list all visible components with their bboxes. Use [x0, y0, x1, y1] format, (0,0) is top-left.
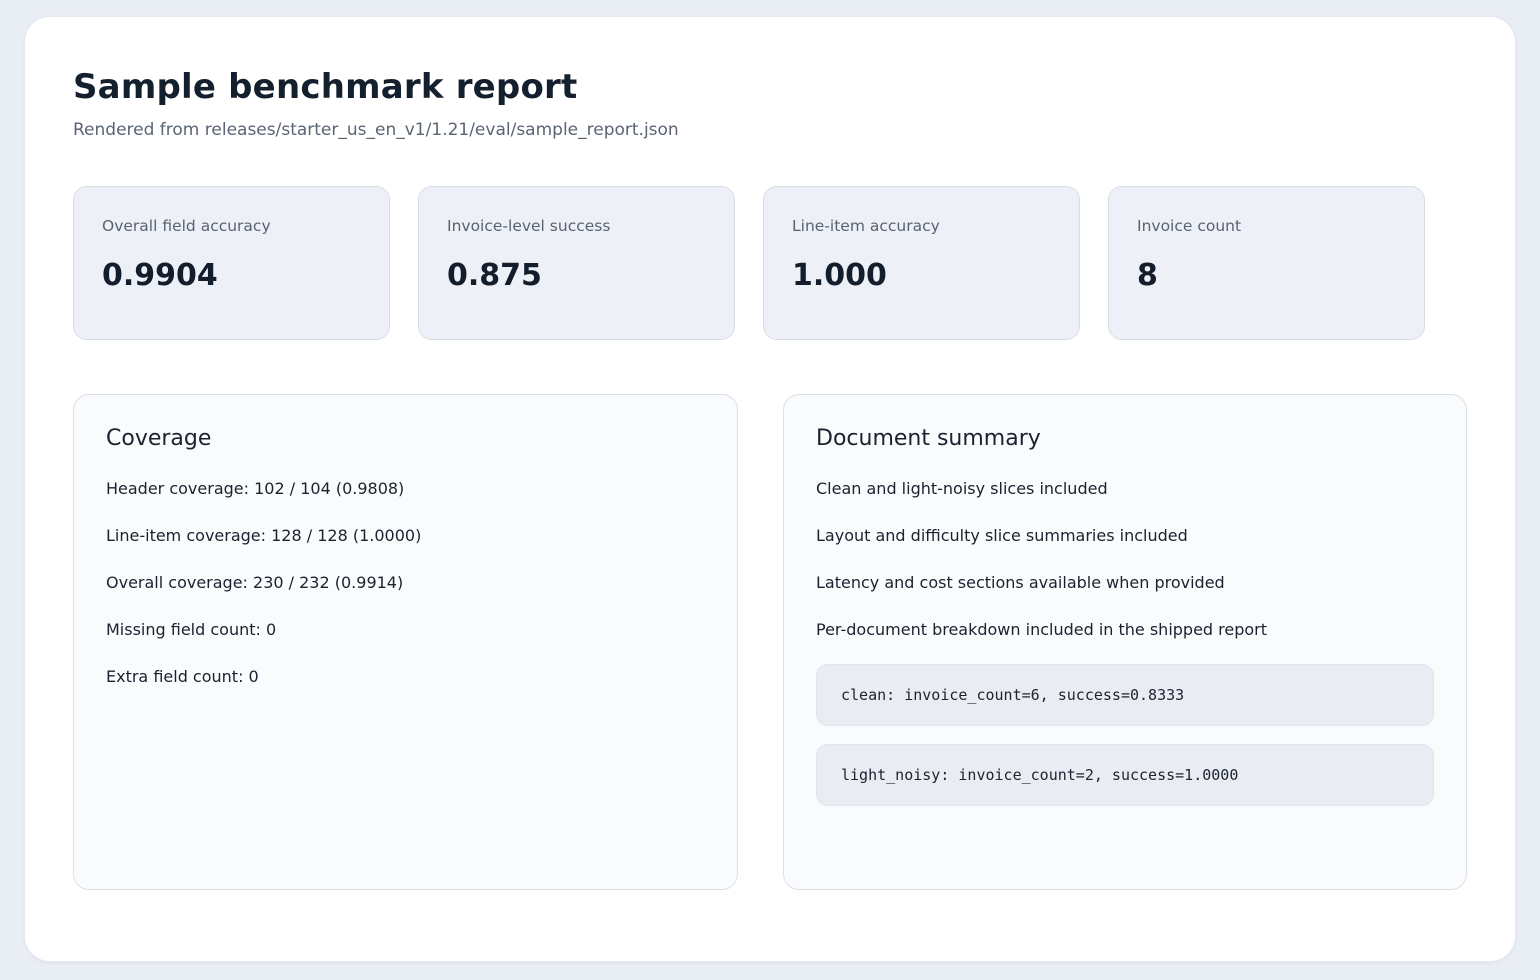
metric-label: Overall field accuracy	[102, 217, 271, 235]
document-summary-title: Document summary	[816, 426, 1041, 451]
report-card: Sample benchmark report Rendered from re…	[24, 16, 1516, 962]
page-subtitle: Rendered from releases/starter_us_en_v1/…	[73, 120, 679, 140]
document-summary-panel: Document summary Clean and light-noisy s…	[783, 394, 1467, 890]
metric-card-invoice-count: Invoice count 8	[1108, 186, 1425, 340]
coverage-line-header: Header coverage: 102 / 104 (0.9808)	[106, 479, 405, 498]
slice-summary-clean: clean: invoice_count=6, success=0.8333	[816, 664, 1434, 726]
coverage-line-overall: Overall coverage: 230 / 232 (0.9914)	[106, 573, 404, 592]
summary-line-latency-cost: Latency and cost sections available when…	[816, 573, 1225, 592]
panels-row: Coverage Header coverage: 102 / 104 (0.9…	[73, 394, 1467, 890]
metric-label: Invoice count	[1137, 217, 1242, 235]
summary-line-slices: Clean and light-noisy slices included	[816, 479, 1108, 498]
metric-label: Invoice-level success	[447, 217, 611, 235]
metrics-row: Overall field accuracy 0.9904 Invoice-le…	[73, 186, 1425, 340]
coverage-panel-title: Coverage	[106, 426, 212, 451]
coverage-line-line-item: Line-item coverage: 128 / 128 (1.0000)	[106, 526, 422, 545]
metric-value: 0.875	[447, 258, 542, 293]
coverage-line-missing-fields: Missing field count: 0	[106, 620, 277, 639]
metric-label: Line-item accuracy	[792, 217, 940, 235]
metric-card-line-item-accuracy: Line-item accuracy 1.000	[763, 186, 1080, 340]
page-title: Sample benchmark report	[73, 67, 578, 107]
coverage-panel: Coverage Header coverage: 102 / 104 (0.9…	[73, 394, 738, 890]
coverage-line-extra-fields: Extra field count: 0	[106, 667, 259, 686]
metric-card-overall-field-accuracy: Overall field accuracy 0.9904	[73, 186, 390, 340]
metric-value: 1.000	[792, 258, 887, 293]
metric-card-invoice-level-success: Invoice-level success 0.875	[418, 186, 735, 340]
metric-value: 0.9904	[102, 258, 218, 293]
summary-line-layout-difficulty: Layout and difficulty slice summaries in…	[816, 526, 1188, 545]
metric-value: 8	[1137, 258, 1158, 293]
slice-summary-light-noisy: light_noisy: invoice_count=2, success=1.…	[816, 744, 1434, 806]
summary-line-per-document: Per-document breakdown included in the s…	[816, 620, 1268, 639]
